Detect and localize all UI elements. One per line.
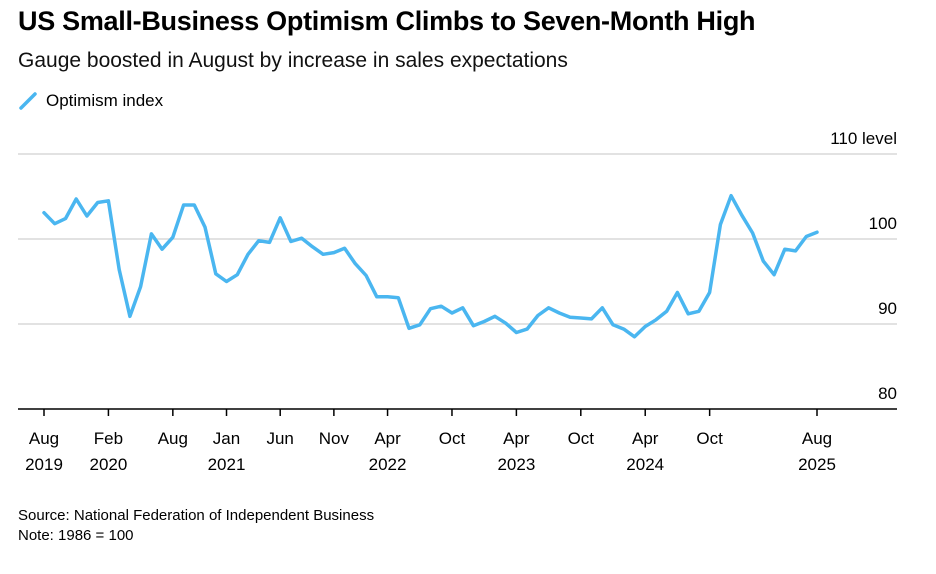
- y-tick-label: 110 level: [830, 129, 897, 148]
- optimism-index-line: [42, 193, 819, 339]
- y-tick-label: 100: [869, 214, 897, 233]
- legend: Optimism index: [18, 89, 163, 113]
- legend-label: Optimism index: [46, 91, 164, 110]
- x-tick-label-month: Aug: [158, 429, 188, 448]
- x-tick-label-month: Oct: [696, 429, 723, 448]
- chart-title: US Small-Business Optimism Climbs to Sev…: [18, 6, 756, 36]
- x-tick-label-month: Feb: [94, 429, 123, 448]
- chart-subtitle: Gauge boosted in August by increase in s…: [18, 49, 568, 72]
- y-tick-label: 80: [878, 384, 897, 403]
- x-tick-label-month: Oct: [439, 429, 466, 448]
- x-tick-label-month: Apr: [503, 429, 530, 448]
- x-tick-label-year: 2024: [626, 455, 664, 474]
- x-tick-label-year: 2025: [798, 455, 836, 474]
- gridlines: [18, 153, 897, 325]
- y-axis-labels: 80 90 100 110 level: [830, 129, 897, 403]
- x-tick-label-month: Oct: [568, 429, 595, 448]
- x-tick-label-year: 2020: [90, 455, 128, 474]
- series-group: [42, 193, 819, 339]
- x-tick-label-year: 2019: [25, 455, 63, 474]
- x-tick-label-month: Aug: [29, 429, 59, 448]
- legend-line-icon: [19, 92, 37, 110]
- x-tick-label-month: Apr: [374, 429, 401, 448]
- x-tick-label-year: 2022: [369, 455, 407, 474]
- x-tick-label-year: 2021: [208, 455, 246, 474]
- source-note: Source: National Federation of Independe…: [18, 507, 375, 524]
- base-note: Note: 1986 = 100: [18, 527, 134, 544]
- x-tick-label-month: Apr: [632, 429, 659, 448]
- x-axis: Aug 2019 Feb 2020 Aug Jan 2021 Jun Nov Apr 2022 Oct…: [18, 408, 897, 474]
- x-tick-label-month: Aug: [802, 429, 832, 448]
- x-tick-label-month: Jan: [213, 429, 240, 448]
- x-tick-label-year: 2023: [497, 455, 535, 474]
- y-tick-label: 90: [878, 299, 897, 318]
- x-tick-label-month: Jun: [266, 429, 293, 448]
- x-tick-label-month: Nov: [319, 429, 350, 448]
